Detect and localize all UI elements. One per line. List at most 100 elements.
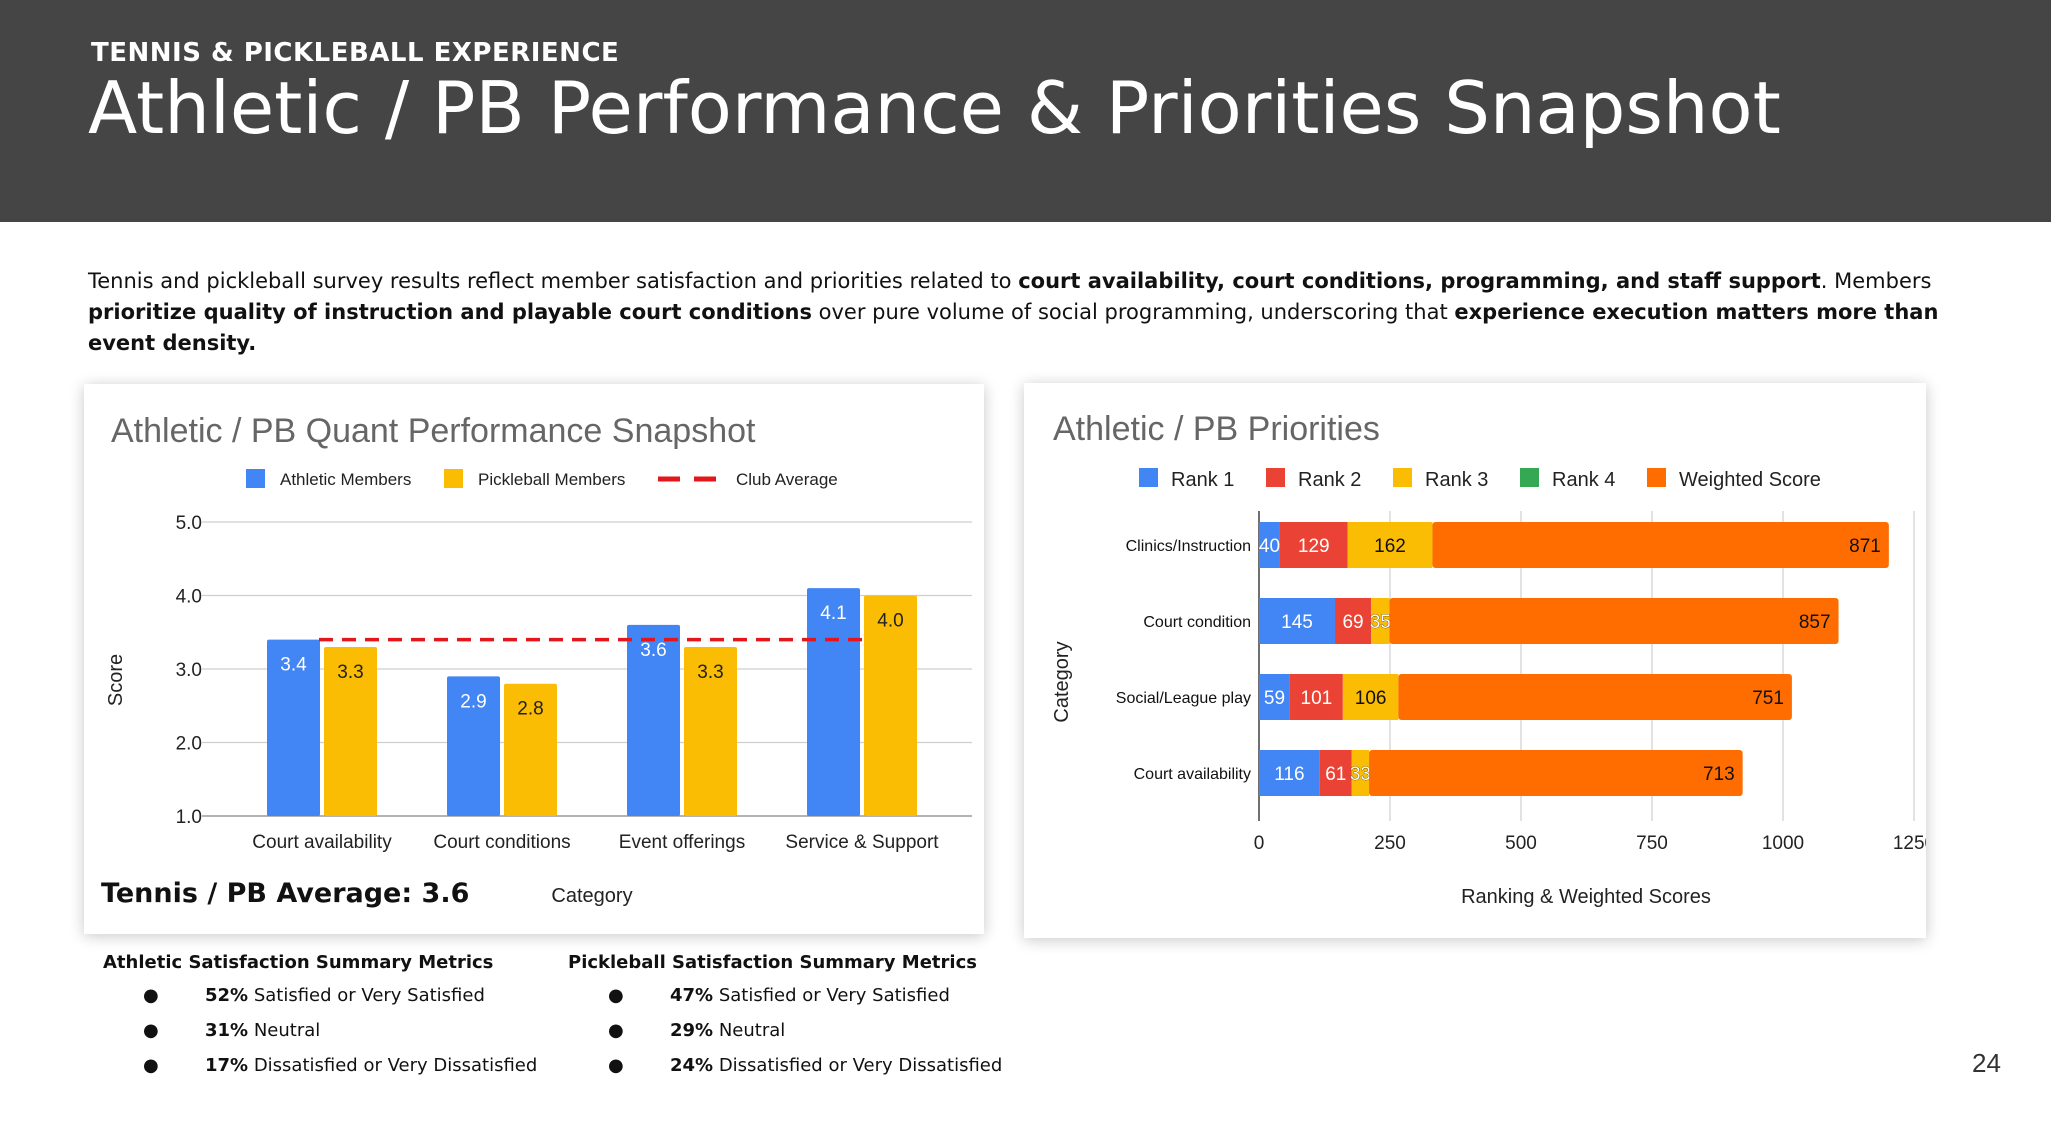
priorities-bars: 4012916208711456935085759101106075111661… xyxy=(1259,522,1889,796)
bar-segment xyxy=(1259,674,1290,720)
bar xyxy=(504,683,557,816)
legend-label: Pickleball Members xyxy=(478,470,625,489)
y-tick-label: 4.0 xyxy=(176,587,202,608)
bar-segment xyxy=(1351,750,1370,796)
x-tick-label: 750 xyxy=(1636,833,1668,854)
bar xyxy=(864,595,917,816)
bar xyxy=(807,588,860,816)
bar xyxy=(447,676,500,816)
metric-pct: 17% xyxy=(205,1055,249,1076)
y-tick-label: 5.0 xyxy=(176,513,202,534)
y-tick-label: 1.0 xyxy=(176,807,202,828)
legend-label: Rank 1 xyxy=(1171,469,1234,491)
segment-value-label: 871 xyxy=(1849,536,1881,557)
performance-chart-card: Athletic / PB Quant Performance Snapshot… xyxy=(84,384,984,934)
priorities-legend: Rank 1 Rank 2 Rank 3 Rank 4 Weighted Score xyxy=(1139,468,1821,491)
bar-segment xyxy=(1259,522,1280,568)
page-title: Athletic / PB Performance & Priorities S… xyxy=(88,66,1781,150)
bar-segment xyxy=(1319,750,1352,796)
performance-x-axis-title: Category xyxy=(551,885,632,907)
priorities-chart-title: Athletic / PB Priorities xyxy=(1053,410,1380,448)
legend-label: Rank 3 xyxy=(1425,469,1488,491)
athletic-summary-list: ● 52% Satisfied or Very Satisfied ● 31% Ne… xyxy=(103,985,603,1090)
list-item: ● 29% Neutral xyxy=(568,1020,1088,1055)
legend-label: Rank 2 xyxy=(1298,469,1361,491)
metric-pct: 24% xyxy=(670,1055,714,1076)
x-tick-label: Event offerings xyxy=(619,832,745,853)
metric-text: Neutral xyxy=(248,1020,321,1041)
performance-y-axis-title: Score xyxy=(105,654,127,706)
metric-pct: 29% xyxy=(670,1020,714,1041)
x-tick-label: Court availability xyxy=(252,832,392,853)
segment-value-label: 59 xyxy=(1264,688,1285,709)
bullet-icon: ● xyxy=(143,985,159,1006)
segment-value-label: 101 xyxy=(1301,688,1333,709)
segment-value-label: 751 xyxy=(1752,688,1784,709)
legend-label: Rank 4 xyxy=(1552,469,1615,491)
intro-bold-2: prioritize quality of instruction and pl… xyxy=(88,300,812,324)
priorities-category-ticks: Clinics/Instruction Court condition Social… xyxy=(1116,538,1251,783)
segment-value-label: 713 xyxy=(1703,764,1735,785)
bullet-icon: ● xyxy=(608,1020,624,1041)
segment-value-label: 35 xyxy=(1370,612,1391,633)
legend-swatch xyxy=(1266,468,1285,487)
bar-value-label: 2.8 xyxy=(517,699,543,720)
y-tick-label: 3.0 xyxy=(176,660,202,681)
x-tick-label: 1250 xyxy=(1893,833,1926,854)
pickleball-summary-heading: Pickleball Satisfaction Summary Metrics xyxy=(568,952,977,973)
bar xyxy=(684,646,737,816)
bar-segment xyxy=(1289,674,1343,720)
bar-segment xyxy=(1432,522,1889,568)
x-tick-label: 1000 xyxy=(1762,833,1804,854)
legend-label: Club Average xyxy=(736,470,838,489)
list-item: ● 31% Neutral xyxy=(103,1020,603,1055)
priorities-x-axis-title: Ranking & Weighted Scores xyxy=(1461,886,1711,908)
pickleball-summary-list: ● 47% Satisfied or Very Satisfied ● 29% Ne… xyxy=(568,985,1088,1090)
performance-chart: Athletic / PB Quant Performance Snapshot… xyxy=(105,412,972,907)
bar-value-label: 3.3 xyxy=(697,662,723,683)
legend-swatch xyxy=(246,469,265,488)
x-tick-label: Service & Support xyxy=(785,832,939,853)
segment-value-label: 106 xyxy=(1355,688,1387,709)
segment-value-label: 69 xyxy=(1342,612,1363,633)
segment-value-label: 857 xyxy=(1799,612,1831,633)
bar-segment xyxy=(1342,674,1399,720)
priorities-x-ticks: 0 250 500 750 1000 1250 xyxy=(1254,833,1926,854)
segment-value-label: 116 xyxy=(1274,764,1304,785)
category-tick-label: Clinics/Instruction xyxy=(1126,538,1251,555)
intro-text-2: . Members xyxy=(1820,269,1932,293)
intro-bold-1: court availability, court conditions, pr… xyxy=(1018,269,1821,293)
segment-value-label: 129 xyxy=(1298,536,1330,557)
header-banner: TENNIS & PICKLEBALL EXPERIENCE Athletic … xyxy=(0,0,2051,222)
performance-legend: Athletic Members Pickleball Members Club A… xyxy=(246,469,838,489)
metric-text: Satisfied or Very Satisfied xyxy=(713,985,950,1006)
list-item: ● 24% Dissatisfied or Very Dissatisfied xyxy=(568,1055,1088,1090)
bar-value-label: 4.0 xyxy=(877,611,903,632)
page-number: 24 xyxy=(1972,1048,2001,1078)
list-item: ● 17% Dissatisfied or Very Dissatisfied xyxy=(103,1055,603,1090)
x-tick-label: 0 xyxy=(1254,833,1265,854)
priorities-chart-card: Athletic / PB Priorities Rank 1 Rank 2 Ran… xyxy=(1024,383,1926,938)
legend-label: Athletic Members xyxy=(280,470,411,489)
bar-segment xyxy=(1369,750,1743,796)
x-tick-label: 250 xyxy=(1374,833,1406,854)
intro-text-3: over pure volume of social programming, … xyxy=(811,300,1455,324)
legend-swatch xyxy=(1647,468,1666,487)
athletic-summary-heading: Athletic Satisfaction Summary Metrics xyxy=(103,952,494,973)
performance-bars: 3.4 3.3 2.9 2.8 3.6 3.3 4.1 4.0 xyxy=(267,588,917,816)
list-item: ● 52% Satisfied or Very Satisfied xyxy=(103,985,603,1020)
x-tick-label: 500 xyxy=(1505,833,1537,854)
segment-value-label: 162 xyxy=(1374,536,1406,557)
bullet-icon: ● xyxy=(608,985,624,1006)
bar-segment xyxy=(1371,598,1390,644)
section-kicker: TENNIS & PICKLEBALL EXPERIENCE xyxy=(91,38,620,68)
bullet-icon: ● xyxy=(143,1055,159,1076)
y-tick-label: 2.0 xyxy=(176,734,202,755)
bar-segment xyxy=(1334,598,1372,644)
tennis-pb-average: Tennis / PB Average: 3.6 xyxy=(101,878,470,909)
athletic-summary: Athletic Satisfaction Summary Metrics ● 5… xyxy=(103,952,603,1090)
intro-bold-3: experience execution matters more than e… xyxy=(88,300,1939,355)
bar-segment xyxy=(1398,674,1792,720)
x-tick-label: Court conditions xyxy=(433,832,570,853)
segment-value-label: 61 xyxy=(1325,764,1346,785)
